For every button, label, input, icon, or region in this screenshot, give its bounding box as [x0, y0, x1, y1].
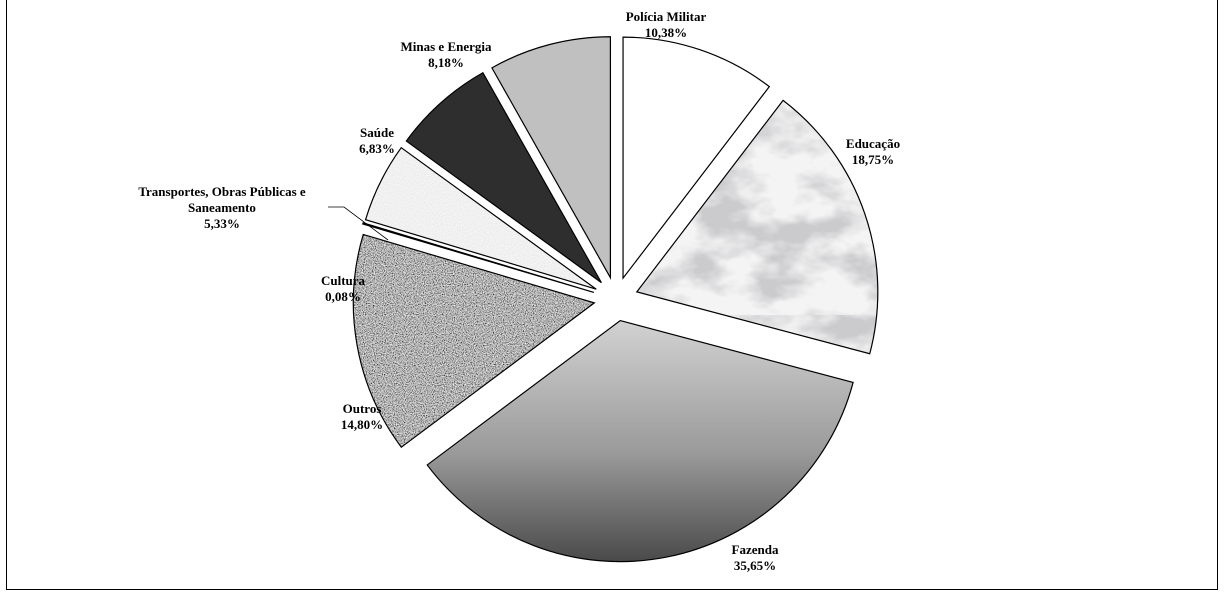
slice-name-label: Cultura — [321, 273, 366, 288]
slice-saude — [405, 71, 602, 284]
slice-value-label: 14,80% — [341, 417, 383, 432]
slice-minas-e-energia — [491, 36, 612, 281]
slice-name-label: Outros — [343, 401, 382, 416]
slice-value-label: 0,08% — [325, 289, 361, 304]
slice-name-label: Saúde — [360, 125, 394, 140]
slice-value-label: 10,38% — [645, 25, 687, 40]
slice-fazenda — [426, 319, 854, 563]
slice-educacao — [635, 99, 879, 355]
slice-value-label: 35,65% — [734, 558, 776, 573]
slice-cultura — [362, 222, 595, 293]
slice-value-label: 5,33% — [204, 216, 240, 231]
slices-layer — [352, 36, 879, 563]
leader-line-transportes — [328, 206, 389, 241]
slice-name-label: Saneamento — [188, 200, 256, 215]
slice-value-label: 6,83% — [359, 141, 395, 156]
label-transportes-obras-publicas-e-saneamento: Transportes, Obras Públicas eSaneamento5… — [138, 184, 306, 231]
slice-value-label: 8,18% — [428, 55, 464, 70]
slice-name-label: Fazenda — [732, 542, 779, 557]
slice-name-label: Educação — [846, 136, 900, 151]
slice-name-label: Transportes, Obras Públicas e — [138, 184, 306, 199]
slice-transportes-obras-publicas-e-saneamento — [364, 146, 597, 290]
slice-policia-militar — [622, 36, 771, 280]
slice-name-label: Polícia Militar — [626, 9, 707, 24]
slice-value-label: 18,75% — [852, 152, 894, 167]
slice-name-label: Minas e Energia — [401, 39, 492, 54]
slice-outros — [352, 233, 596, 449]
leaders-layer — [328, 206, 389, 241]
